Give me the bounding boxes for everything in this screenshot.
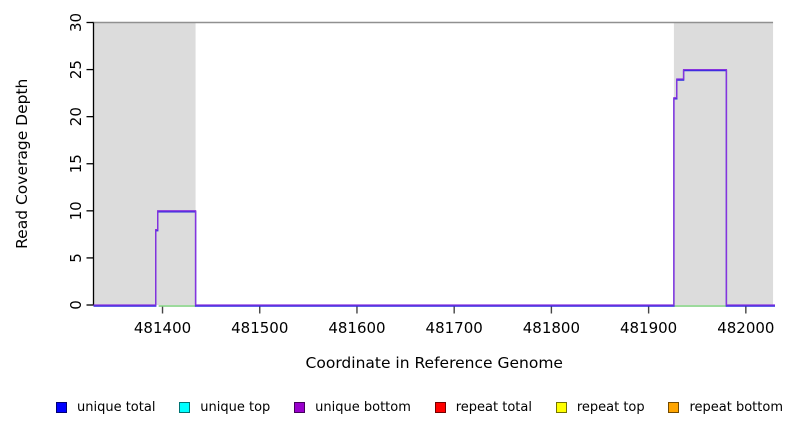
legend-item-repeat-bottom: repeat bottom — [668, 400, 783, 415]
svg-text:481900: 481900 — [620, 319, 677, 337]
svg-text:481700: 481700 — [426, 319, 483, 337]
legend-item-unique-top: unique top — [179, 400, 270, 415]
legend-label: repeat bottom — [689, 399, 783, 415]
legend-swatch-square-icon — [434, 401, 446, 413]
legend-swatch-square-icon — [179, 401, 191, 413]
svg-text:Coordinate in Reference Genome: Coordinate in Reference Genome — [306, 354, 563, 372]
svg-text:Read Coverage Depth: Read Coverage Depth — [13, 79, 31, 249]
svg-text:481500: 481500 — [231, 319, 288, 337]
legend-label: repeat top — [576, 399, 645, 415]
legend-label: unique total — [77, 399, 156, 415]
legend-item-repeat-top: repeat top — [555, 399, 645, 415]
legend-swatch-square-icon — [668, 401, 680, 413]
legend-label: unique top — [200, 399, 271, 415]
svg-text:25: 25 — [67, 60, 85, 79]
legend-item-repeat-total: repeat total — [434, 399, 532, 415]
legend-item-unique-total: unique total — [56, 400, 155, 415]
legend-label: repeat total — [455, 399, 532, 415]
svg-text:481800: 481800 — [523, 319, 580, 337]
legend-item-unique-bottom: unique bottom — [294, 400, 411, 415]
svg-text:481400: 481400 — [134, 319, 191, 337]
svg-text:10: 10 — [67, 201, 85, 220]
svg-text:481600: 481600 — [328, 319, 385, 337]
legend-swatch-square-icon — [56, 401, 67, 413]
legend: unique total unique top unique bottom re… — [56, 397, 783, 417]
legend-swatch-square-icon — [555, 401, 567, 413]
svg-text:0: 0 — [67, 300, 85, 310]
legend-swatch-square-icon — [294, 401, 306, 413]
svg-text:5: 5 — [67, 253, 85, 263]
svg-text:15: 15 — [67, 154, 85, 173]
svg-text:20: 20 — [67, 107, 85, 126]
legend-label: unique bottom — [315, 399, 411, 415]
svg-text:30: 30 — [67, 13, 85, 32]
svg-text:482000: 482000 — [717, 319, 774, 337]
coverage-chart: 0 5 10 15 20 25 30 481400 481500 481600 481700 4818… — [13, 13, 775, 372]
